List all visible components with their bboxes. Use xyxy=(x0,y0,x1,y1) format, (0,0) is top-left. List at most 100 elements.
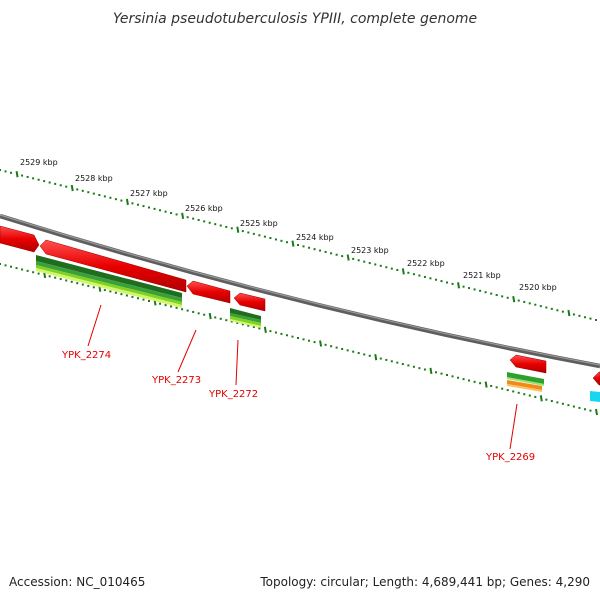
outer-ring-minor-tick xyxy=(412,273,415,276)
inner-ring-minor-tick xyxy=(501,387,504,390)
inner-ring-minor-tick xyxy=(21,268,24,271)
inner-ring-minor-tick xyxy=(170,305,173,308)
inner-ring-major-tick xyxy=(319,340,323,347)
tick-label-2528: 2528 kbp xyxy=(75,174,113,183)
inner-ring-minor-tick xyxy=(407,364,410,367)
outer-ring-minor-tick xyxy=(92,192,95,195)
band-green xyxy=(36,261,182,302)
inner-tick-ring xyxy=(0,263,598,416)
outer-ring-minor-tick xyxy=(136,203,139,206)
inner-ring-minor-tick xyxy=(346,349,349,352)
outer-ring-minor-tick xyxy=(319,249,322,252)
outer-ring-minor-tick xyxy=(114,198,117,201)
outer-ring-minor-tick xyxy=(32,177,35,180)
inner-ring-minor-tick xyxy=(15,267,18,270)
outer-ring-minor-tick xyxy=(297,244,299,246)
inner-ring-minor-tick xyxy=(136,297,139,300)
outer-ring-minor-tick xyxy=(131,202,134,205)
gene-label-2269: YPK_2269 xyxy=(485,452,535,463)
genome-backbone xyxy=(0,213,600,369)
band-dark-green xyxy=(36,255,182,298)
outer-ring-major-tick xyxy=(291,240,295,247)
outer-ring-minor-tick xyxy=(120,199,123,202)
outer-ring-minor-tick xyxy=(252,232,255,235)
inner-ring-minor-tick xyxy=(148,300,150,302)
inner-ring-minor-tick xyxy=(528,394,531,397)
inner-ring-minor-tick xyxy=(341,347,344,350)
tick-label-2523: 2523 kbp xyxy=(351,246,389,255)
outer-ring-minor-tick xyxy=(462,285,465,288)
inner-ring-minor-tick xyxy=(175,306,178,309)
inner-ring-minor-tick xyxy=(352,350,355,353)
inner-ring-minor-tick xyxy=(247,324,250,327)
outer-ring-minor-tick xyxy=(65,185,68,188)
outer-ring-minor-tick xyxy=(225,225,228,228)
outer-ring-major-tick xyxy=(236,226,240,233)
outer-ring-minor-tick xyxy=(192,217,195,220)
inner-ring-minor-tick xyxy=(583,408,586,411)
outer-ring-minor-tick xyxy=(374,263,377,266)
outer-ring-minor-tick xyxy=(98,194,101,196)
outer-ring-major-tick xyxy=(401,268,405,275)
outer-ring-minor-tick xyxy=(285,241,288,244)
outer-ring-minor-tick xyxy=(368,262,371,265)
outer-ring-minor-tick xyxy=(26,175,29,178)
outer-ring-minor-tick xyxy=(484,291,487,294)
outer-ring-minor-tick xyxy=(258,234,261,237)
outer-ring-minor-tick xyxy=(429,277,432,280)
inner-ring-minor-tick xyxy=(236,321,239,324)
inner-ring-minor-tick xyxy=(274,331,277,334)
leader-line-2273 xyxy=(177,329,197,373)
outer-ring-minor-tick xyxy=(396,269,399,271)
outer-ring-minor-tick xyxy=(263,235,266,238)
inner-ring-minor-tick xyxy=(446,374,448,376)
outer-ring-major-tick xyxy=(346,254,350,261)
inner-ring-minor-tick xyxy=(192,310,195,313)
band-yellow-green xyxy=(230,319,261,328)
inner-ring-major-tick xyxy=(263,326,267,333)
inner-ring-minor-tick xyxy=(125,294,128,297)
outer-ring-minor-tick xyxy=(423,275,426,278)
outer-ring-minor-tick xyxy=(330,252,333,255)
inner-ring-minor-tick xyxy=(517,391,520,394)
inner-ring-minor-tick xyxy=(65,279,68,282)
inner-ring-minor-tick xyxy=(54,276,57,279)
outer-ring-major-tick xyxy=(70,184,74,192)
feature-bands xyxy=(36,255,600,402)
outer-ring-minor-tick xyxy=(578,314,581,317)
outer-ring-minor-tick xyxy=(280,239,283,242)
outer-ring-minor-tick xyxy=(4,170,7,173)
tick-label-2527: 2527 kbp xyxy=(130,189,168,198)
outer-ring-minor-tick xyxy=(534,303,537,306)
outer-ring-major-tick xyxy=(512,296,516,303)
band-dark-green xyxy=(230,308,261,320)
inner-ring-minor-tick xyxy=(523,393,526,396)
inner-ring-minor-tick xyxy=(214,316,217,319)
inner-ring-minor-tick xyxy=(92,286,95,289)
outer-ring-minor-tick xyxy=(418,274,421,277)
outer-ring-major-tick xyxy=(181,212,185,219)
inner-ring-minor-tick xyxy=(534,395,537,398)
tick-label-2526: 2526 kbp xyxy=(185,204,223,213)
outer-ring-minor-tick xyxy=(230,227,233,230)
inner-ring-minor-tick xyxy=(59,278,62,281)
inner-ring-minor-tick xyxy=(70,280,73,283)
inner-ring-minor-tick xyxy=(401,363,404,366)
outer-ring-minor-tick xyxy=(109,196,112,199)
inner-ring-minor-tick xyxy=(26,269,29,272)
inner-ring-minor-tick xyxy=(103,289,106,292)
inner-ring-minor-tick xyxy=(368,354,371,357)
outer-ring-minor-tick xyxy=(170,212,173,215)
inner-ring-minor-tick xyxy=(109,290,112,293)
tick-label-2520: 2520 kbp xyxy=(519,283,557,292)
outer-ring-minor-tick xyxy=(175,213,178,216)
inner-ring-minor-tick xyxy=(335,346,338,349)
inner-ring-minor-tick xyxy=(418,367,421,370)
inner-ring-minor-tick xyxy=(131,295,134,298)
outer-ring-minor-tick xyxy=(186,216,189,219)
outer-ring-minor-tick xyxy=(59,184,62,187)
inner-ring-minor-tick xyxy=(556,401,559,404)
inner-ring-minor-tick xyxy=(32,271,35,274)
outer-ring-major-tick xyxy=(15,171,19,178)
inner-ring-minor-tick xyxy=(164,304,167,307)
